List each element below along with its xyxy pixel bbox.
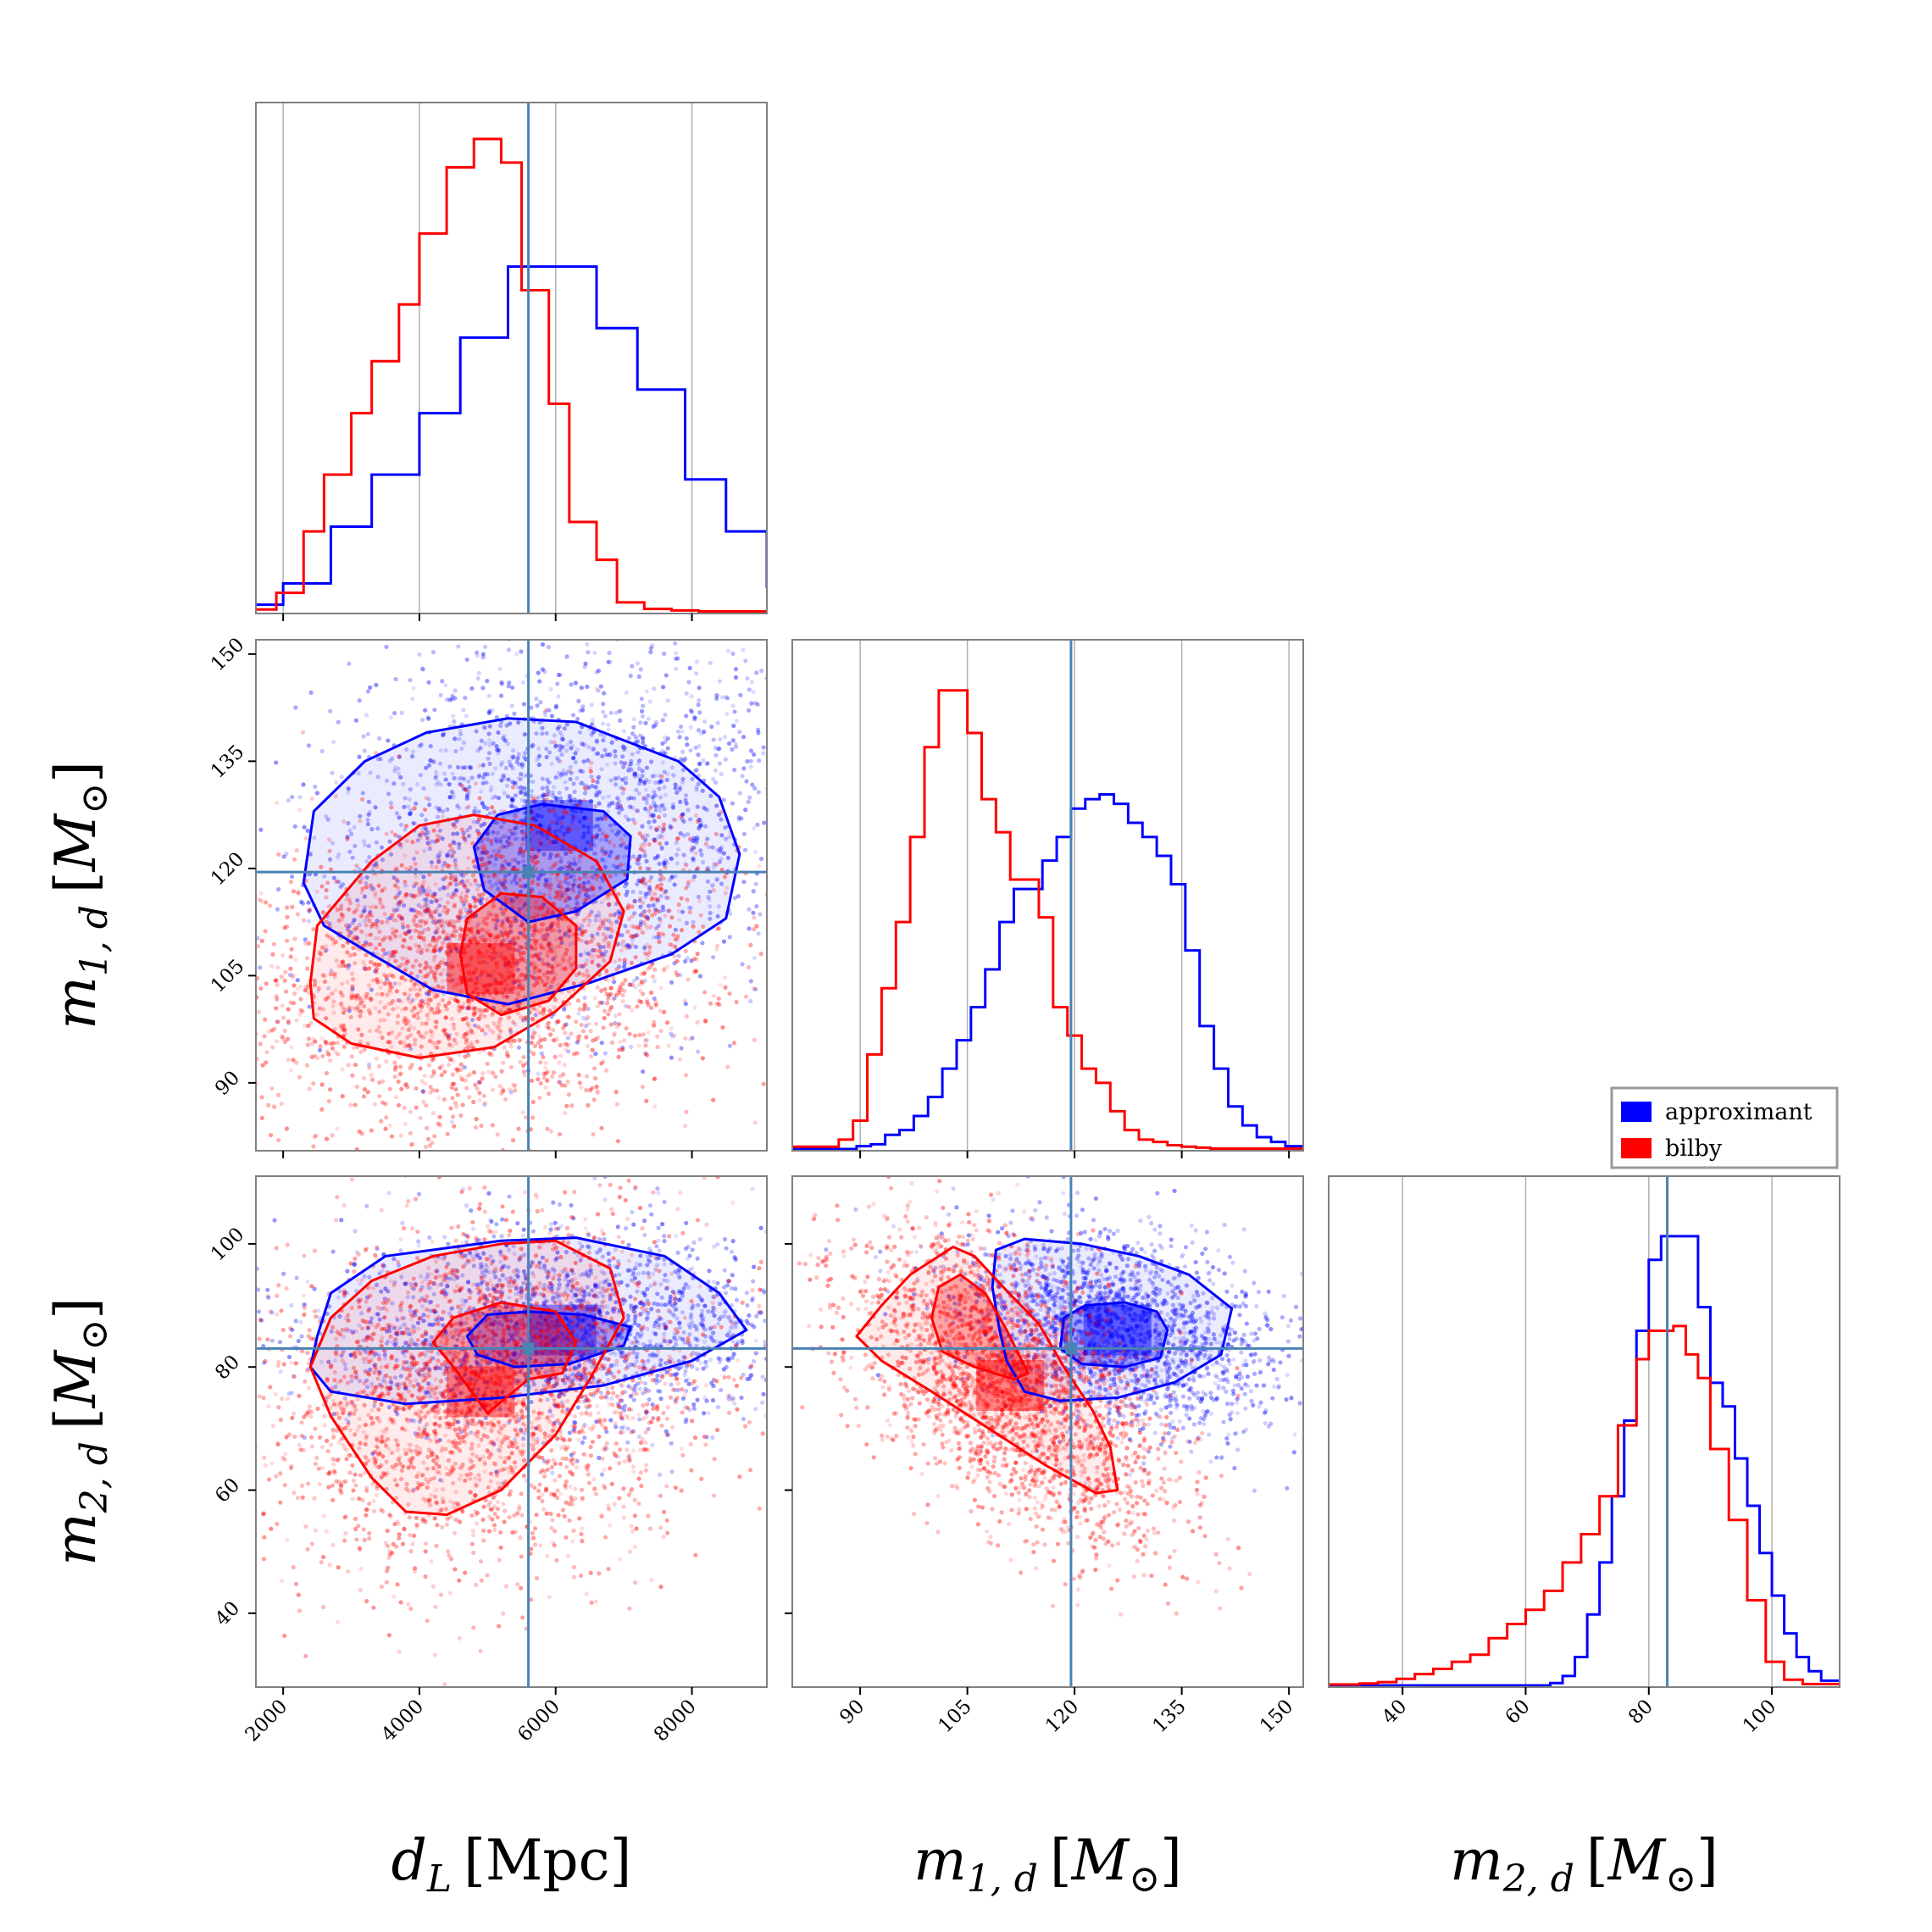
y-tick-label: 40 [211,1597,244,1630]
contour-approximant-1 [472,802,632,924]
contour-approximant-0 [302,717,741,1006]
legend-label-approximant: approximant [1665,1099,1813,1125]
contour-approximant-1 [465,1310,632,1368]
legend-label-bilby: bilby [1665,1135,1723,1162]
hist-panel-m1 [791,639,1304,1152]
scatter-panel-dL-m1 [255,639,768,1152]
y-tick-label: 100 [207,1224,248,1265]
contour-approximant-0 [308,1236,748,1406]
density-approximant [992,1239,1232,1402]
hist-approximant-m1 [792,793,1303,1151]
x-axis-label-m2: m2, d [M⊙] [1450,1828,1718,1901]
hist-bilby-m2 [1329,1324,1840,1686]
hist-approximant-dL [256,265,767,607]
y-axis-label-m1: m1, d[M⊙] [43,761,116,1030]
x-tick-label: 80 [1624,1696,1657,1729]
legend-swatch-approximant [1621,1102,1652,1122]
contour-bilby-1 [431,1301,578,1415]
x-axis-label-m1: m1, d [M⊙] [913,1828,1182,1901]
panel-frame [791,639,1304,1152]
contour-bilby-0 [855,1246,1119,1495]
panel-frame [791,1175,1304,1688]
x-tick-label: 60 [1502,1696,1535,1729]
panel-frame [255,1175,768,1688]
x-tick-label: 150 [1256,1696,1297,1737]
legend: approximant bilby [1610,1086,1839,1169]
axis-labels: dL [Mpc] m1, d [M⊙] m2, d [M⊙] m1, d[M⊙] m2, d[… [43,761,1718,1901]
y-tick-label: 120 [207,848,248,890]
x-tick-label: 4000 [377,1696,428,1746]
hist-bilby-dL [256,137,767,613]
truth-marker [522,866,535,879]
contour-bilby-1 [458,891,578,1017]
x-tick-label: 135 [1148,1696,1190,1737]
y-tick-label: 80 [211,1351,244,1384]
density-bilby [310,814,625,1058]
x-tick-label: 2000 [242,1696,292,1746]
y-tick-label: 150 [207,634,248,675]
y-tick-label: 90 [211,1067,244,1100]
contour-approximant-0 [991,1237,1234,1402]
x-tick-label: 6000 [514,1696,564,1746]
scatter-panel-m1-m2 [791,1175,1304,1688]
hist-bilby-m1 [792,689,1303,1150]
contour-bilby-0 [308,813,625,1059]
panels: 2000 4000 6000 8000 90 105 120 135 150 40 60 80 100 9… [207,102,1840,1746]
x-tick-label: 105 [934,1696,975,1737]
truth-marker [522,1342,535,1355]
y-tick-label: 105 [207,955,248,997]
legend-swatch-bilby [1621,1138,1652,1158]
x-tick-label: 100 [1739,1696,1780,1737]
x-tick-label: 90 [836,1696,869,1729]
x-axis-label-dL: dL [Mpc] [391,1828,632,1901]
y-tick-label: 135 [207,741,248,782]
density-approximant [303,718,740,1005]
scatter-points-bilby [797,1176,1252,1617]
panel-frame [255,639,768,1152]
y-axis-label-m2: m2, d[M⊙] [43,1297,116,1566]
x-tick-label: 120 [1041,1696,1083,1737]
y-tick-label: 60 [211,1474,244,1507]
x-tick-label: 8000 [650,1696,701,1746]
panel-frame [255,102,768,614]
panel-frame [1328,1175,1840,1688]
x-tick-label: 40 [1378,1696,1411,1729]
contour-bilby-1 [930,1273,1030,1381]
truth-marker [1064,1342,1077,1355]
hist-panel-dL [255,102,768,614]
hist-panel-m2 [1328,1175,1840,1688]
scatter-panel-dL-m2 [255,1175,768,1688]
hist-approximant-m2 [1329,1235,1840,1687]
scatter-points-bilby [256,1176,765,1687]
